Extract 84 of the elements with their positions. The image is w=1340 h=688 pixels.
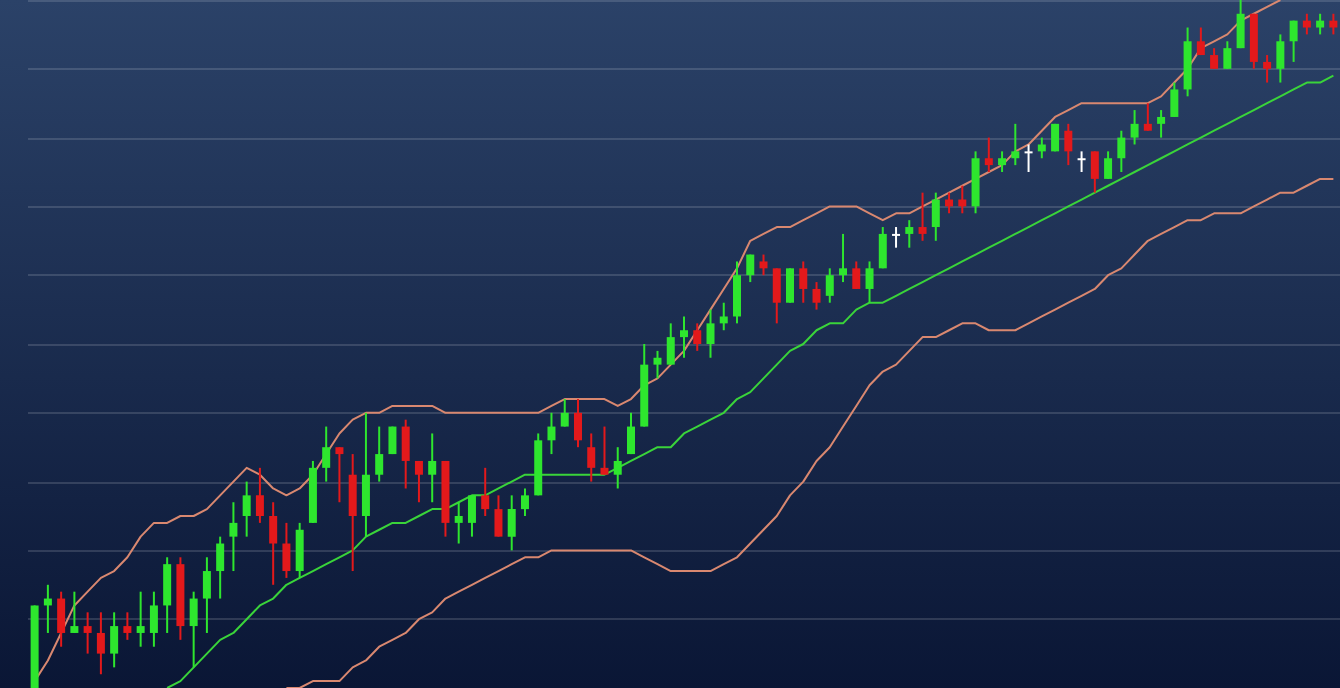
candlestick xyxy=(295,521,304,579)
candlestick xyxy=(136,590,145,648)
candlestick xyxy=(322,425,331,483)
candlestick xyxy=(454,501,463,545)
candlestick xyxy=(375,425,384,483)
candlestick xyxy=(1011,122,1020,167)
candlestick xyxy=(57,590,66,648)
candlestick xyxy=(1077,150,1086,173)
candlestick xyxy=(202,556,211,634)
candlestick xyxy=(1302,12,1311,36)
candlestick xyxy=(825,267,834,304)
candlestick xyxy=(1223,40,1232,70)
candlestick xyxy=(560,398,569,428)
candlestick xyxy=(812,281,821,311)
candlestick xyxy=(839,232,848,284)
candlestick xyxy=(1276,33,1285,84)
candlestick xyxy=(481,466,490,517)
candlestick xyxy=(1263,54,1272,84)
candlestick xyxy=(706,308,715,359)
candlestick xyxy=(428,432,437,504)
candlestick xyxy=(110,611,119,669)
candlestick xyxy=(1157,109,1166,139)
candlestick xyxy=(149,590,158,648)
candlestick xyxy=(361,411,370,538)
candlestick xyxy=(759,253,768,277)
candlestick xyxy=(918,191,927,242)
candlestick xyxy=(1130,109,1139,146)
candlestick xyxy=(587,432,596,483)
candlestick xyxy=(733,260,742,325)
candlestick xyxy=(613,446,622,490)
candlestick xyxy=(1316,12,1325,36)
candlestick xyxy=(600,425,609,476)
candlestick xyxy=(216,535,225,600)
candlestick xyxy=(865,260,874,304)
candlestick xyxy=(878,226,887,270)
candlestick xyxy=(547,411,556,456)
candlestick xyxy=(189,590,198,669)
candlestick xyxy=(719,301,728,332)
candlestick xyxy=(242,480,251,538)
candlestick xyxy=(984,136,993,173)
candlestick xyxy=(401,418,410,490)
candlestick xyxy=(998,150,1007,173)
candlestick xyxy=(1104,150,1113,180)
candlestick xyxy=(96,611,105,676)
candlestick xyxy=(520,487,529,517)
candlestick xyxy=(1090,150,1099,194)
candlestick xyxy=(494,494,503,538)
candlestick xyxy=(1329,12,1338,36)
candlestick xyxy=(772,267,781,325)
candlestick xyxy=(414,459,423,504)
candlestick xyxy=(1210,47,1219,70)
candlestick xyxy=(1196,26,1205,57)
candlestick xyxy=(905,219,914,249)
candlestick xyxy=(626,411,635,456)
candlestick xyxy=(1289,19,1298,63)
candlestick xyxy=(1024,143,1033,173)
candlestick xyxy=(746,253,755,284)
candlestick xyxy=(693,322,702,352)
candlestick xyxy=(348,453,357,573)
candlestick xyxy=(70,590,79,634)
candlestick xyxy=(123,611,132,641)
candlestick xyxy=(931,191,940,242)
candlestick xyxy=(1143,102,1152,132)
candlestick xyxy=(255,466,264,524)
candlestick xyxy=(852,260,861,290)
candlestick xyxy=(1064,122,1073,167)
candlestick xyxy=(467,494,476,538)
candlestick xyxy=(666,322,675,366)
candlestick xyxy=(163,556,172,634)
candlestick xyxy=(83,611,92,655)
candlestick xyxy=(680,315,688,359)
candlestick xyxy=(1170,81,1179,118)
candlestick xyxy=(653,349,662,380)
candlestick xyxy=(892,226,901,249)
candlestick xyxy=(799,260,808,304)
candlestick xyxy=(507,494,516,552)
candlestick xyxy=(335,446,344,504)
candlestick xyxy=(269,501,278,586)
candlestick xyxy=(1037,136,1046,160)
candlestick xyxy=(1236,0,1245,50)
candlestick xyxy=(229,501,238,573)
candlestick xyxy=(282,521,291,579)
candlestick xyxy=(573,398,582,449)
candlestick xyxy=(1117,129,1126,173)
